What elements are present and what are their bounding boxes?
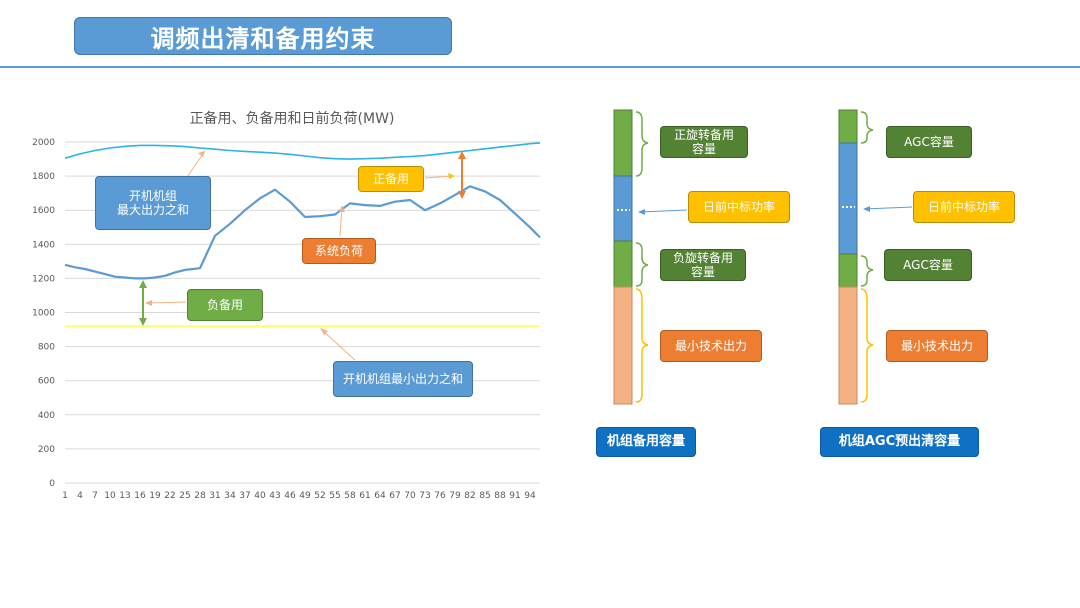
y-tick-label: 1600 — [32, 206, 55, 216]
y-tick-label: 1000 — [32, 309, 55, 319]
x-tick-label: 55 — [329, 491, 340, 501]
y-tick-label: 1400 — [32, 240, 55, 250]
system-load-label: 系统负荷 — [302, 238, 376, 264]
x-tick-label: 88 — [494, 491, 506, 501]
x-tick-label: 37 — [239, 491, 250, 501]
left-day-ahead-label: 日前中标功率 — [688, 191, 790, 223]
chart-series — [64, 142, 541, 328]
y-tick-label: 0 — [49, 479, 55, 489]
y-axis: 0 200 400 600 800 1000 1200 1400 1600 1800 2000 — [32, 138, 55, 489]
y-tick-label: 1200 — [32, 274, 55, 284]
x-tick-label: 25 — [179, 491, 190, 501]
x-tick-label: 10 — [104, 491, 116, 501]
x-tick-label: 19 — [149, 491, 161, 501]
x-tick-label: 7 — [92, 491, 98, 501]
min-output-label: 开机机组最小出力之和 — [333, 361, 473, 397]
system-load-line — [64, 185, 541, 280]
x-tick-label: 22 — [164, 491, 175, 501]
y-tick-label: 600 — [38, 377, 55, 387]
chart-title: 正备用、负备用和日前负荷(MW) — [190, 110, 395, 127]
x-tick-label: 79 — [449, 491, 461, 501]
x-tick-label: 13 — [119, 491, 130, 501]
left-down-reserve-text: 负旋转备用 容量 — [672, 251, 733, 279]
max-output-label: 开机机组 最大出力之和 — [95, 176, 211, 230]
x-tick-label: 82 — [464, 491, 475, 501]
right-min-tech-label: 最小技术出力 — [886, 330, 988, 362]
max-output-line — [64, 142, 541, 160]
x-tick-label: 16 — [134, 491, 146, 501]
right-stacked-bar — [838, 109, 913, 405]
y-tick-label: 200 — [38, 445, 55, 455]
x-tick-label: 46 — [284, 491, 296, 501]
y-tick-label: 1800 — [32, 172, 55, 182]
x-tick-label: 40 — [254, 491, 266, 501]
x-tick-label: 70 — [404, 491, 416, 501]
right-agc-down-label: AGC容量 — [884, 249, 972, 281]
y-tick-label: 800 — [38, 343, 55, 353]
y-tick-label: 2000 — [32, 138, 55, 148]
left-bar-caption: 机组备用容量 — [596, 427, 696, 457]
x-tick-label: 4 — [77, 491, 83, 501]
x-tick-label: 61 — [359, 491, 370, 501]
left-up-reserve-label: 正旋转备用 容量 — [660, 126, 748, 158]
negative-reserve-label: 负备用 — [187, 289, 263, 321]
left-up-reserve-text: 正旋转备用 容量 — [673, 128, 734, 156]
right-bar-caption: 机组AGC预出清容量 — [820, 427, 979, 457]
x-tick-label: 64 — [374, 491, 386, 501]
header-rule — [0, 66, 1080, 68]
left-down-reserve-label: 负旋转备用 容量 — [660, 249, 746, 281]
x-tick-label: 73 — [419, 491, 430, 501]
right-agc-up-label: AGC容量 — [886, 126, 972, 158]
x-tick-label: 67 — [389, 491, 400, 501]
x-tick-label: 85 — [479, 491, 490, 501]
slide-title: 调频出清和备用约束 — [74, 17, 452, 55]
x-tick-label: 91 — [509, 491, 520, 501]
left-stacked-bar — [613, 109, 688, 405]
max-output-text: 开机机组 最大出力之和 — [116, 189, 189, 217]
x-tick-label: 58 — [344, 491, 356, 501]
y-tick-label: 400 — [38, 411, 55, 421]
x-tick-label: 43 — [269, 491, 280, 501]
positive-reserve-label: 正备用 — [358, 166, 424, 192]
x-tick-label: 49 — [299, 491, 311, 501]
x-tick-label: 52 — [314, 491, 325, 501]
x-tick-label: 76 — [434, 491, 446, 501]
x-tick-label: 34 — [224, 491, 236, 501]
x-tick-label: 94 — [524, 491, 536, 501]
left-min-tech-label: 最小技术出力 — [660, 330, 762, 362]
right-day-ahead-label: 日前中标功率 — [913, 191, 1015, 223]
chart-annotation-arrows — [139, 150, 466, 361]
x-tick-label: 1 — [62, 491, 68, 501]
x-tick-label: 31 — [209, 491, 220, 501]
x-axis: 1 4 7 10 13 16 19 22 25 28 31 34 37 40 43 46 49 52 55 58 61 6… — [62, 491, 536, 501]
x-tick-label: 28 — [194, 491, 206, 501]
